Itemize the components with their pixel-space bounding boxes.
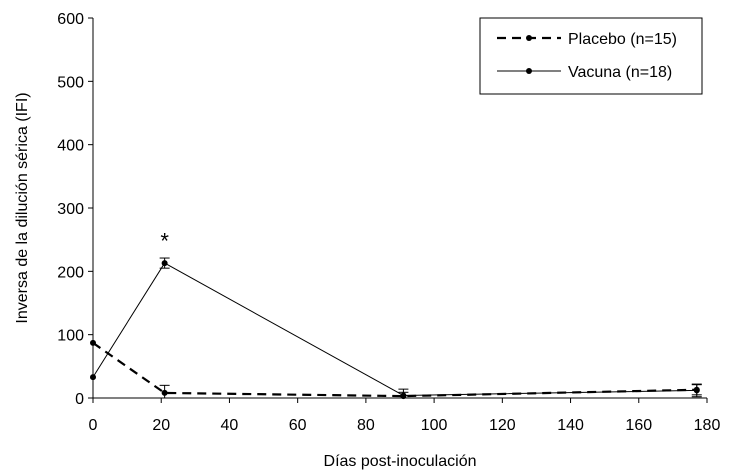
y-ticks: 0 100 200 300 400 500 600 (57, 11, 93, 408)
legend-label: Placebo (n=15) (568, 31, 677, 48)
legend-marker (526, 68, 532, 74)
legend-marker (526, 35, 532, 41)
data-point (90, 339, 96, 346)
series-placebo (90, 339, 702, 400)
legend: Placebo (n=15) Vacuna (n=18) (479, 17, 703, 95)
y-tick-label: 400 (57, 138, 84, 155)
data-point (90, 374, 96, 381)
legend-item-vacuna: Vacuna (n=18) (497, 64, 672, 81)
legend-items: Placebo (n=15) Vacuna (n=18) (497, 31, 677, 81)
x-tick-label: 60 (289, 417, 307, 434)
x-tick-label: 20 (152, 417, 170, 434)
y-tick-label: 600 (57, 11, 84, 28)
data-point (161, 389, 168, 396)
x-ticks: 0 20 40 60 80 100 120 140 160 180 (89, 398, 721, 434)
y-tick-label: 500 (57, 74, 84, 91)
x-tick-label: 160 (625, 417, 652, 434)
x-tick-label: 140 (557, 417, 584, 434)
y-tick-label: 100 (57, 328, 84, 345)
x-tick-label: 180 (694, 417, 721, 434)
legend-box (479, 17, 703, 95)
x-tick-label: 0 (89, 417, 98, 434)
y-tick-label: 0 (75, 391, 84, 408)
y-axis-title: Inversa de la dilución sérica (IFI) (14, 92, 31, 323)
data-point (693, 387, 700, 394)
legend-label: Vacuna (n=18) (568, 64, 672, 81)
x-tick-label: 80 (357, 417, 375, 434)
annotation-layer: * (160, 229, 169, 254)
x-tick-label: 120 (489, 417, 516, 434)
series-layer (90, 257, 702, 400)
plot-area: 0 100 200 300 400 500 600 0 20 40 60 80 100 120 140 16… (57, 11, 720, 434)
x-tick-label: 100 (421, 417, 448, 434)
legend-item-placebo: Placebo (n=15) (497, 31, 677, 48)
data-point (400, 392, 407, 399)
x-tick-label: 40 (221, 417, 239, 434)
y-tick-label: 300 (57, 201, 84, 218)
data-point (161, 260, 168, 267)
series-line (92, 341, 697, 398)
y-tick-label: 200 (57, 264, 84, 281)
series-line (92, 262, 697, 396)
series-vacuna (90, 257, 702, 399)
x-axis-title: Días post-inoculación (324, 453, 477, 470)
significance-annotation: * (160, 229, 169, 254)
